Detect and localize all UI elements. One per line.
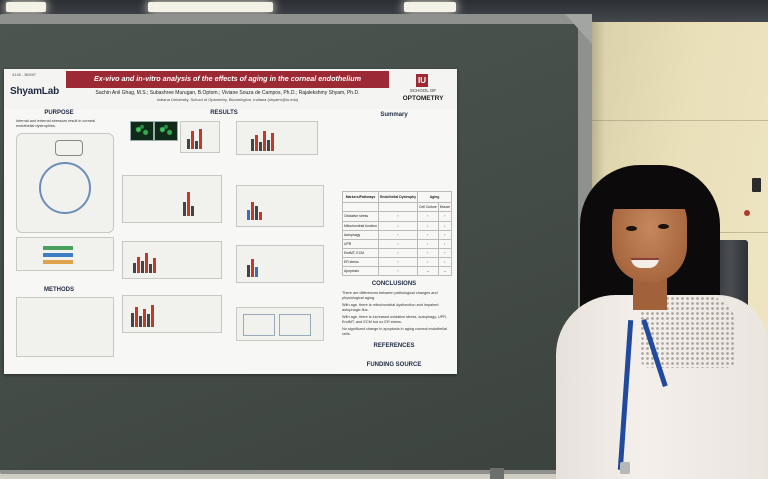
line-graph <box>236 307 324 341</box>
table-header: Aging <box>417 190 452 204</box>
pathway-bar <box>43 246 73 250</box>
graph-panel <box>279 314 311 336</box>
bar-graph <box>236 245 324 283</box>
pathway-bar <box>43 260 73 264</box>
bar-graph <box>122 241 222 279</box>
ceiling-light <box>148 2 273 12</box>
table-cell: Autophagy <box>341 229 380 240</box>
conclusion-item: With age, there is mitochondrial dysfunc… <box>342 303 439 312</box>
table-header: Endothelial Dystrophy <box>378 190 419 204</box>
school-name: OPTOMETRY <box>402 95 444 102</box>
person-eye <box>626 226 637 231</box>
table-cell: Mitochondrial function <box>341 220 380 231</box>
table-row: UPR ↑ ↑ ↑ <box>341 238 453 249</box>
wall-panel-seam <box>590 120 768 121</box>
person-smile <box>631 258 659 268</box>
aging-pathway-figure <box>16 237 114 271</box>
purpose-diagram <box>16 133 114 233</box>
wall-socket <box>744 210 750 216</box>
graph-panel <box>243 314 275 336</box>
table-cell: Oxidative stress <box>341 211 380 222</box>
table-header: Mouse <box>437 202 453 213</box>
conclusion-item: With age, there is increased oxidative s… <box>342 315 448 324</box>
table-row: ER stress ↑ ↓ ↓ <box>341 256 453 267</box>
section-summary: Summary <box>380 112 408 118</box>
table-row: Autophagy ↑ ↑ ↑ <box>341 229 453 240</box>
research-poster: 4145 - B0597 ShyamLab Ex-vivo and in-vit… <box>4 69 457 374</box>
table-cell: Apoptosis <box>341 265 380 277</box>
ceiling-light <box>404 2 456 12</box>
section-methods: METHODS <box>44 287 74 293</box>
table-row: Mitochondrial function ↓ ↓ ↓ <box>341 220 453 231</box>
badge-clip <box>620 462 630 474</box>
table-row: EndMT, ECM ↑ ↑ ↑ <box>341 247 453 258</box>
bar-graph <box>122 175 222 223</box>
bar-graph <box>122 295 222 333</box>
iu-logo: IU <box>416 74 428 87</box>
school-label: SCHOOL OF <box>409 88 437 93</box>
microscopy-image <box>154 121 178 141</box>
poster-title-bar: Ex-vivo and in-vitro analysis of the eff… <box>66 71 389 88</box>
person-hair-top <box>606 167 698 209</box>
section-funding: FUNDING SOURCE <box>366 362 422 368</box>
wall-outlet <box>752 178 761 192</box>
table-cell: ER stress <box>341 256 380 267</box>
microscopy-image <box>130 121 154 141</box>
conclusion-item: There are differences between pathologic… <box>342 291 438 300</box>
ceiling-light <box>6 2 46 12</box>
table-header: Markers/Pathways <box>341 190 380 204</box>
table-cell: EndMT, ECM <box>341 247 380 258</box>
eye-diagram <box>55 140 83 156</box>
poster-id: 4145 - B0597 <box>12 72 37 77</box>
poster-board-leg <box>490 468 504 479</box>
poster-authors: Sachin Anil Ghag, M.S.; Subashree Muruga… <box>95 90 360 96</box>
methods-figure <box>16 297 114 357</box>
table-header: Cell Culture <box>417 202 439 213</box>
section-references: REFERENCES <box>373 343 415 349</box>
bar-graph <box>236 121 318 155</box>
cell-diagram-circle <box>39 162 91 214</box>
purpose-text: Internal and external stressors result i… <box>16 119 95 128</box>
pathway-bar <box>43 253 73 257</box>
table-row: Oxidative stress ↑ ↑ ↑ <box>341 211 453 222</box>
section-results: RESULTS <box>210 110 238 116</box>
section-conclusions: CONCLUSIONS <box>371 281 417 287</box>
poster-affiliation: Indiana University, School of Optometry,… <box>156 97 299 102</box>
summary-table: Markers/Pathways Endothelial Dystrophy A… <box>341 190 453 277</box>
lab-logo: ShyamLab <box>10 86 59 97</box>
section-purpose: PURPOSE <box>44 110 74 116</box>
poster-title: Ex-vivo and in-vitro analysis of the eff… <box>93 74 362 83</box>
bar-graph <box>236 185 324 227</box>
person-eye <box>658 224 669 229</box>
table-cell: UPR <box>341 238 380 249</box>
bar-graph <box>180 121 220 153</box>
table-row: Apoptosis ↑ ↔ ↔ <box>341 265 453 277</box>
conclusion-item: No significant change in apoptosis in ag… <box>342 327 447 336</box>
